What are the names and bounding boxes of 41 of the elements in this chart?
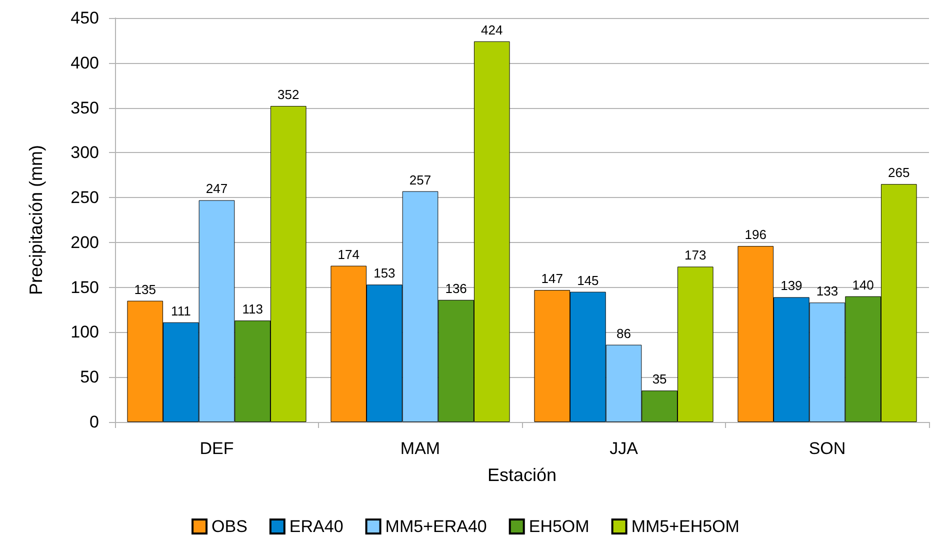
y-tick-label: 0 [90, 412, 99, 432]
data-label: 153 [374, 266, 396, 281]
legend-label: MM5+EH5OM [631, 517, 740, 536]
y-tick-label: 250 [70, 188, 99, 208]
data-label: 113 [242, 302, 263, 317]
y-tick-label: 100 [70, 322, 99, 342]
data-label: 257 [409, 172, 432, 188]
legend-label: OBS [212, 517, 248, 536]
data-label: 147 [541, 271, 563, 286]
data-label: 139 [780, 278, 802, 294]
data-label: 140 [852, 277, 874, 292]
y-axis-title: Precipitación (mm) [26, 144, 46, 296]
y-tick-label: 350 [70, 98, 99, 118]
data-label: 145 [577, 272, 599, 288]
y-tick-label: 200 [70, 232, 99, 252]
data-label: 133 [816, 284, 838, 299]
data-label: 352 [278, 86, 300, 102]
y-tick-label: 50 [80, 368, 99, 387]
y-tick-label: 400 [70, 53, 99, 72]
data-label: 196 [744, 227, 766, 242]
x-tick-label: JJA [610, 439, 639, 458]
data-label: 136 [445, 280, 467, 296]
data-label: 247 [206, 181, 228, 196]
legend-label: ERA40 [289, 517, 344, 536]
x-tick-label: DEF [200, 439, 234, 458]
data-label: 111 [171, 303, 191, 318]
x-tick-label: MAM [400, 439, 440, 458]
y-tick-label: 300 [70, 143, 99, 162]
legend-label: MM5+ERA40 [385, 517, 487, 536]
data-label: 173 [684, 248, 706, 263]
data-label: 135 [134, 282, 156, 297]
data-label: 86 [616, 326, 631, 341]
data-label: 424 [481, 22, 503, 38]
y-tick-label: 150 [70, 278, 99, 297]
legend-label: EH5OM [528, 517, 590, 536]
data-label: 174 [338, 246, 360, 262]
x-axis-title: Estación [487, 465, 557, 485]
y-tick-label: 450 [70, 8, 99, 28]
data-label: 35 [652, 372, 667, 387]
data-label: 265 [888, 165, 910, 180]
x-tick-label: SON [808, 439, 846, 458]
